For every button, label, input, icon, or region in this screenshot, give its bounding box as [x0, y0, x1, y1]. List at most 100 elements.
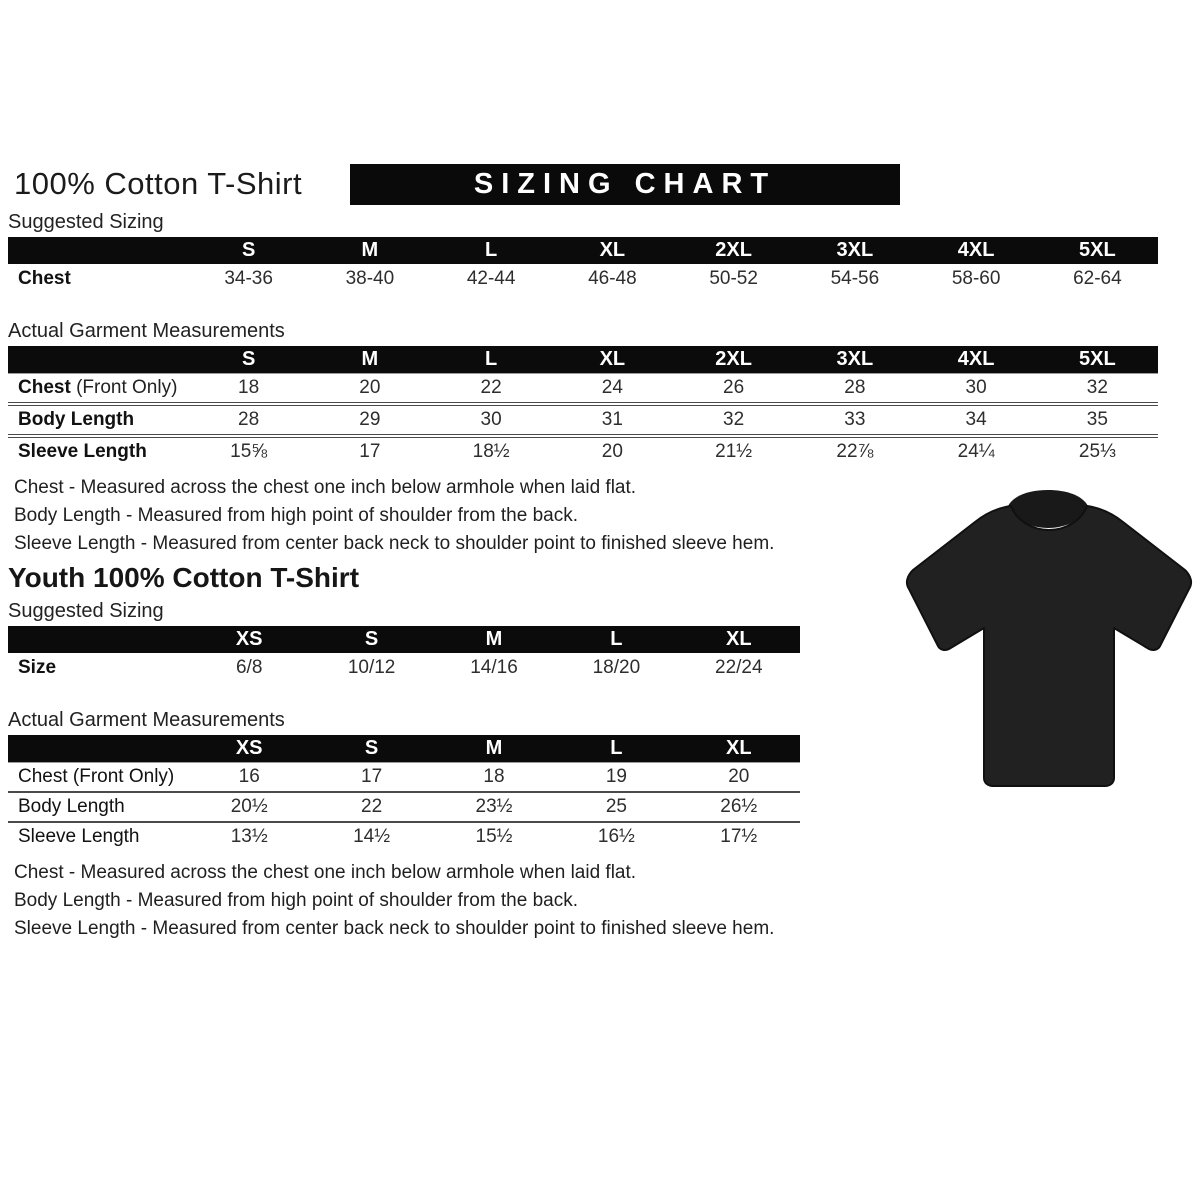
- table-row: Chest (Front Only) 18 20 22 24 26 28 30 32: [8, 374, 1158, 402]
- tshirt-body: [905, 505, 1193, 787]
- table-cell: 16½: [597, 826, 635, 847]
- measurement-note: Sleeve Length - Measured from center bac…: [14, 918, 775, 939]
- youth-actual-measurements-table: XS S M L XL Chest (Front Only) 16 17 18 19 20 Body …: [8, 735, 800, 851]
- adult-suggested-sizing-label: Suggested Sizing: [8, 211, 164, 233]
- table-cell: 34: [965, 409, 987, 430]
- tshirt-image: [905, 490, 1193, 787]
- column-header-m: M: [361, 348, 379, 370]
- table-cell: 17: [359, 441, 381, 462]
- row-label-text: Chest (Front Only): [18, 766, 175, 787]
- tshirt-product-image: [898, 490, 1194, 808]
- table-cell: 28: [844, 377, 866, 398]
- table-header-bar: S M L XL 2XL 3XL 4XL 5XL: [8, 346, 1158, 374]
- column-header-l: L: [610, 628, 623, 650]
- column-header-3xl: 3XL: [836, 348, 874, 370]
- table-cell: 22: [361, 796, 383, 817]
- table-cell: 14/16: [470, 656, 518, 678]
- measurement-note: Body Length - Measured from high point o…: [14, 890, 578, 911]
- row-label: Chest (Front Only): [8, 766, 188, 788]
- table-row: Body Length 20½ 22 23½ 25 26½: [8, 791, 800, 821]
- table-cell: 19: [605, 766, 627, 787]
- youth-suggested-sizing-table: XS S M L XL Size 6/8 10/12 14/16 18/20 22/24: [8, 626, 800, 682]
- row-label: Chest (Front Only): [8, 377, 188, 399]
- table-row: Body Length 28 29 30 31 32 33 34 35: [8, 402, 1158, 434]
- measurement-note: Chest - Measured across the chest one in…: [14, 477, 637, 498]
- row-label-suffix: (Front Only): [70, 377, 178, 398]
- column-header-2xl: 2XL: [715, 239, 752, 261]
- table-cell: 32: [1086, 377, 1108, 398]
- table-cell: 58-60: [951, 267, 1001, 289]
- table-cell: 20: [359, 377, 381, 398]
- column-header-m: M: [485, 737, 503, 759]
- table-cell: 42-44: [466, 267, 516, 289]
- row-label-text: Body Length: [18, 409, 135, 430]
- table-cell: 18: [238, 377, 260, 398]
- column-header-4xl: 4XL: [957, 348, 995, 370]
- page-title: 100% Cotton T-Shirt: [14, 166, 303, 201]
- column-header-s: S: [364, 628, 379, 650]
- table-cell: 23½: [475, 796, 513, 817]
- adult-suggested-sizing-table: S M L XL 2XL 3XL 4XL 5XL Chest 34-36 38-40 42-44 46-…: [8, 237, 1158, 293]
- column-header-5xl: 5XL: [1079, 348, 1116, 370]
- table-cell: 17½: [720, 826, 758, 847]
- youth-actual-measurements-label: Actual Garment Measurements: [8, 709, 285, 731]
- row-label: Size: [8, 657, 188, 679]
- table-header-bar: S M L XL 2XL 3XL 4XL 5XL: [8, 237, 1158, 264]
- row-label-text: Sleeve Length: [18, 826, 140, 847]
- table-cell: 18/20: [592, 656, 641, 678]
- measurement-note: Chest - Measured across the chest one in…: [14, 862, 637, 883]
- youth-title: Youth 100% Cotton T-Shirt: [8, 562, 360, 593]
- table-row: Sleeve Length 15⅝ 17 18½ 20 21½ 22⅞ 24¼ 25⅓: [8, 434, 1158, 466]
- table-cell: 24: [601, 377, 623, 398]
- adult-actual-measurements-table: S M L XL 2XL 3XL 4XL 5XL Chest (Front Only) 18 20 2…: [8, 346, 1158, 466]
- adult-actual-measurements-label: Actual Garment Measurements: [8, 320, 285, 342]
- table-cell: 62-64: [1073, 267, 1122, 289]
- sizing-chart-banner-label: SIZING CHART: [473, 167, 777, 200]
- table-cell: 26½: [720, 796, 758, 817]
- row-label: Body Length: [8, 409, 188, 431]
- row-label-text: Body Length: [18, 796, 125, 817]
- table-cell: 38-40: [345, 267, 395, 289]
- column-header-s: S: [364, 737, 379, 759]
- table-row: Size 6/8 10/12 14/16 18/20 22/24: [8, 653, 800, 682]
- table-cell: 54-56: [830, 267, 880, 289]
- column-header-xl: XL: [599, 239, 626, 261]
- table-cell: 25⅓: [1078, 441, 1116, 462]
- measurement-note: Body Length - Measured from high point o…: [14, 505, 578, 526]
- row-label-text: Size: [18, 656, 57, 678]
- table-row: Chest 34-36 38-40 42-44 46-48 50-52 54-56 58-60…: [8, 264, 1158, 293]
- table-header-bar: XS S M L XL: [8, 626, 800, 653]
- table-cell: 20½: [230, 796, 268, 817]
- table-cell: 6/8: [235, 656, 263, 678]
- column-header-3xl: 3XL: [836, 239, 874, 261]
- table-cell: 30: [965, 377, 987, 398]
- table-cell: 32: [723, 409, 745, 430]
- row-label-text: Chest: [18, 377, 71, 398]
- table-cell: 20: [728, 766, 750, 787]
- table-cell: 22⅞: [836, 441, 874, 462]
- table-cell: 18½: [472, 441, 510, 462]
- table-cell: 15⅝: [230, 441, 268, 462]
- table-cell: 33: [844, 409, 866, 430]
- row-label: Sleeve Length: [8, 826, 188, 848]
- table-cell: 24¼: [957, 441, 995, 462]
- column-header-m: M: [361, 239, 379, 261]
- table-cell: 14½: [353, 826, 391, 847]
- table-cell: 50-52: [709, 267, 758, 289]
- row-label: Body Length: [8, 796, 188, 818]
- table-cell: 21½: [715, 441, 753, 462]
- table-cell: 34-36: [224, 267, 273, 289]
- column-header-l: L: [610, 737, 623, 759]
- column-header-2xl: 2XL: [715, 348, 752, 370]
- table-cell: 13½: [230, 826, 268, 847]
- youth-suggested-sizing-label: Suggested Sizing: [8, 600, 164, 622]
- row-label-text: Sleeve Length: [18, 441, 147, 462]
- column-header-5xl: 5XL: [1079, 239, 1116, 261]
- table-header-bar: XS S M L XL: [8, 735, 800, 763]
- table-cell: 28: [238, 409, 260, 430]
- table-cell: 18: [483, 766, 505, 787]
- column-header-l: L: [485, 239, 498, 261]
- column-header-xs: XS: [235, 737, 263, 759]
- table-cell: 35: [1086, 409, 1108, 430]
